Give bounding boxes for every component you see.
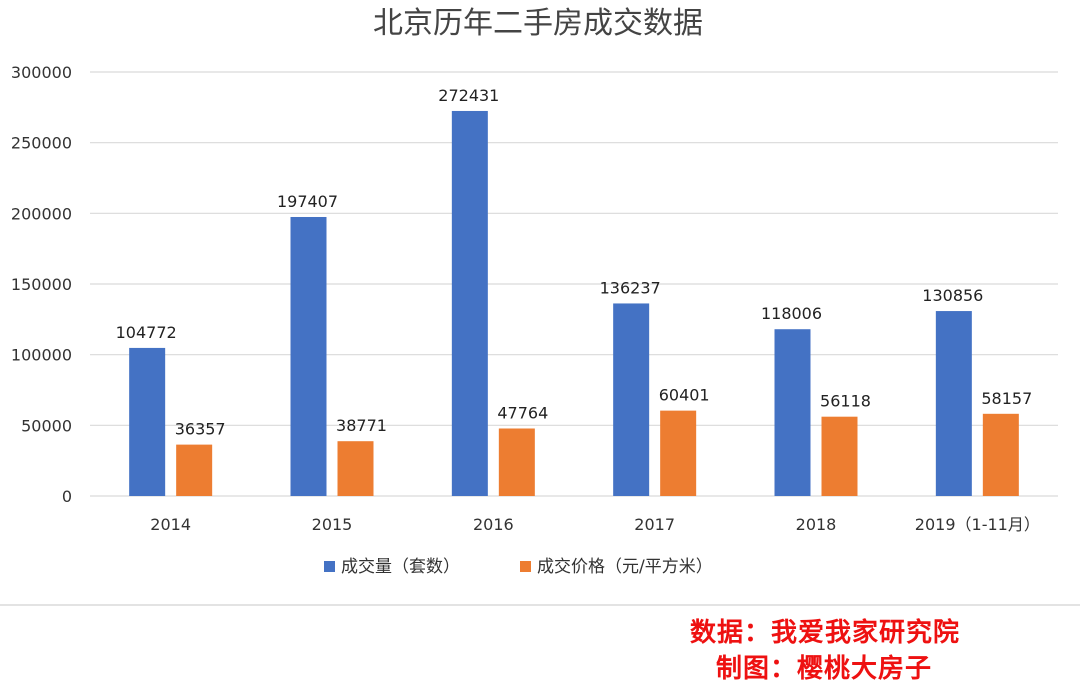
bar-price <box>982 413 1019 496</box>
bar-price <box>176 444 213 496</box>
legend-entry: 成交量（套数） <box>341 557 460 577</box>
bar-chart: 北京历年二手房成交数据 0 50000 100000 150000 200000 2500… <box>11 6 1058 577</box>
y-tick-label: 250000 <box>11 134 72 153</box>
bar-volume <box>129 347 166 496</box>
bar-volume <box>774 329 811 496</box>
y-tick-label: 300000 <box>11 63 72 82</box>
y-axis: 0 50000 100000 150000 200000 250000 300000 <box>11 63 72 506</box>
divider <box>0 604 1080 606</box>
x-tick-label: 2018 <box>796 515 837 534</box>
bar-volume <box>935 311 972 496</box>
bar-volume <box>613 303 650 496</box>
data-label: 118006 <box>761 304 822 323</box>
bar-price <box>337 441 374 496</box>
gridlines <box>90 71 1058 497</box>
x-tick-label: 2015 <box>312 515 353 534</box>
data-label: 60401 <box>659 386 710 405</box>
legend-entry: 成交价格（元/平方米） <box>537 557 713 577</box>
bars <box>129 110 1019 497</box>
data-label: 104772 <box>116 323 177 342</box>
x-tick-label: 2019（1-11月） <box>915 515 1040 534</box>
bar-price <box>660 410 697 496</box>
data-labels: 104772 36357 197407 38771 272431 47764 136237 6… <box>116 86 1033 439</box>
data-label: 58157 <box>981 389 1032 408</box>
x-tick-label: 2017 <box>634 515 675 534</box>
y-tick-label: 200000 <box>11 204 72 223</box>
bar-price <box>821 416 858 496</box>
data-label: 197407 <box>277 192 338 211</box>
data-label: 38771 <box>336 416 387 435</box>
y-tick-label: 0 <box>62 487 72 506</box>
y-tick-label: 50000 <box>21 416 72 435</box>
legend: 成交量（套数） 成交价格（元/平方米） <box>324 557 713 577</box>
data-label: 272431 <box>438 86 499 105</box>
author-credit: 制图：樱桃大房子 <box>716 654 933 684</box>
x-axis: 2014 2015 2016 2017 2018 2019（1-11月） <box>150 515 1040 534</box>
data-label: 56118 <box>820 392 871 411</box>
bar-volume <box>451 110 488 497</box>
x-tick-label: 2014 <box>150 515 191 534</box>
bar-price <box>498 428 535 496</box>
data-label: 47764 <box>497 403 548 422</box>
data-label: 36357 <box>175 420 226 439</box>
legend-swatch <box>324 561 335 572</box>
data-label: 136237 <box>600 278 661 297</box>
chart-title: 北京历年二手房成交数据 <box>373 6 703 41</box>
bar-volume <box>290 216 327 496</box>
legend-swatch <box>520 561 531 572</box>
x-tick-label: 2016 <box>473 515 514 534</box>
y-tick-label: 100000 <box>11 346 72 365</box>
data-source-credit: 数据：我爱我家研究院 <box>690 618 961 648</box>
data-label: 130856 <box>922 286 983 305</box>
y-tick-label: 150000 <box>11 275 72 294</box>
